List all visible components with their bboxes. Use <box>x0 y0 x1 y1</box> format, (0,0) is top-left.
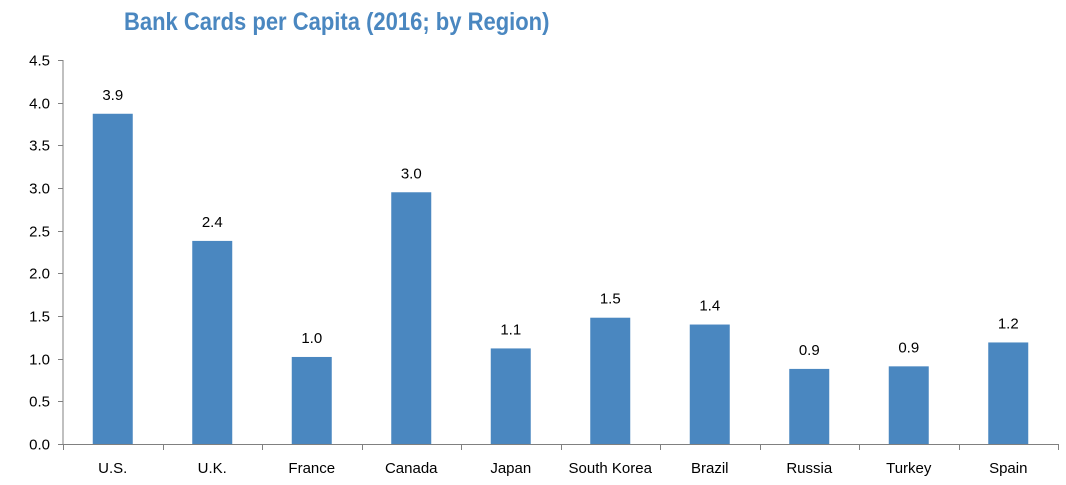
y-axis: 0.0 0.5 1.0 1.5 2.0 2.5 3.0 3.5 4.0 4.5 <box>29 53 64 454</box>
bar <box>92 113 133 444</box>
y-tick-label: 4.5 <box>29 53 50 70</box>
category-label: Japan <box>490 460 531 477</box>
category-labels: U.S. U.K. France Canada Japan South Korea Braz… <box>98 460 1027 477</box>
bar <box>490 348 531 444</box>
category-label: Brazil <box>691 460 729 477</box>
bar <box>988 342 1029 444</box>
data-label: 0.9 <box>799 342 820 359</box>
category-label: U.K. <box>198 460 227 477</box>
category-label: Russia <box>786 460 833 477</box>
y-tick-label: 2.5 <box>29 224 50 241</box>
bars <box>92 113 1029 444</box>
category-label: Turkey <box>886 460 932 477</box>
y-tick-label: 0.5 <box>29 394 50 411</box>
bar <box>689 324 730 444</box>
bar <box>789 368 830 444</box>
category-label: U.S. <box>98 460 127 477</box>
x-axis <box>63 444 1059 450</box>
data-label: 1.5 <box>600 291 621 308</box>
bar <box>391 192 432 444</box>
category-label: Spain <box>989 460 1027 477</box>
category-label: France <box>288 460 335 477</box>
y-tick-label: 1.0 <box>29 352 50 369</box>
bar <box>590 317 631 444</box>
data-label: 2.4 <box>202 214 223 231</box>
data-label: 1.0 <box>301 330 322 347</box>
category-label: South Korea <box>569 460 653 477</box>
data-label: 1.1 <box>500 321 521 338</box>
y-tick-label: 3.5 <box>29 138 50 155</box>
data-label: 3.0 <box>401 165 422 182</box>
category-label: Canada <box>385 460 438 477</box>
data-labels: 3.9 2.4 1.0 3.0 1.1 1.5 1.4 0.9 0.9 1.2 <box>102 87 1018 359</box>
bar <box>888 366 929 444</box>
data-label: 1.4 <box>699 298 720 315</box>
chart-title: Bank Cards per Capita (2016; by Region) <box>124 8 550 36</box>
bar <box>192 240 233 444</box>
data-label: 0.9 <box>898 339 919 356</box>
y-tick-label: 3.0 <box>29 181 50 198</box>
y-tick-label: 1.5 <box>29 309 50 326</box>
data-label: 3.9 <box>102 87 123 104</box>
bar <box>291 356 332 444</box>
y-tick-label: 0.0 <box>29 437 50 454</box>
y-tick-label: 4.0 <box>29 96 50 113</box>
data-label: 1.2 <box>998 315 1019 332</box>
y-tick-label: 2.0 <box>29 266 50 283</box>
